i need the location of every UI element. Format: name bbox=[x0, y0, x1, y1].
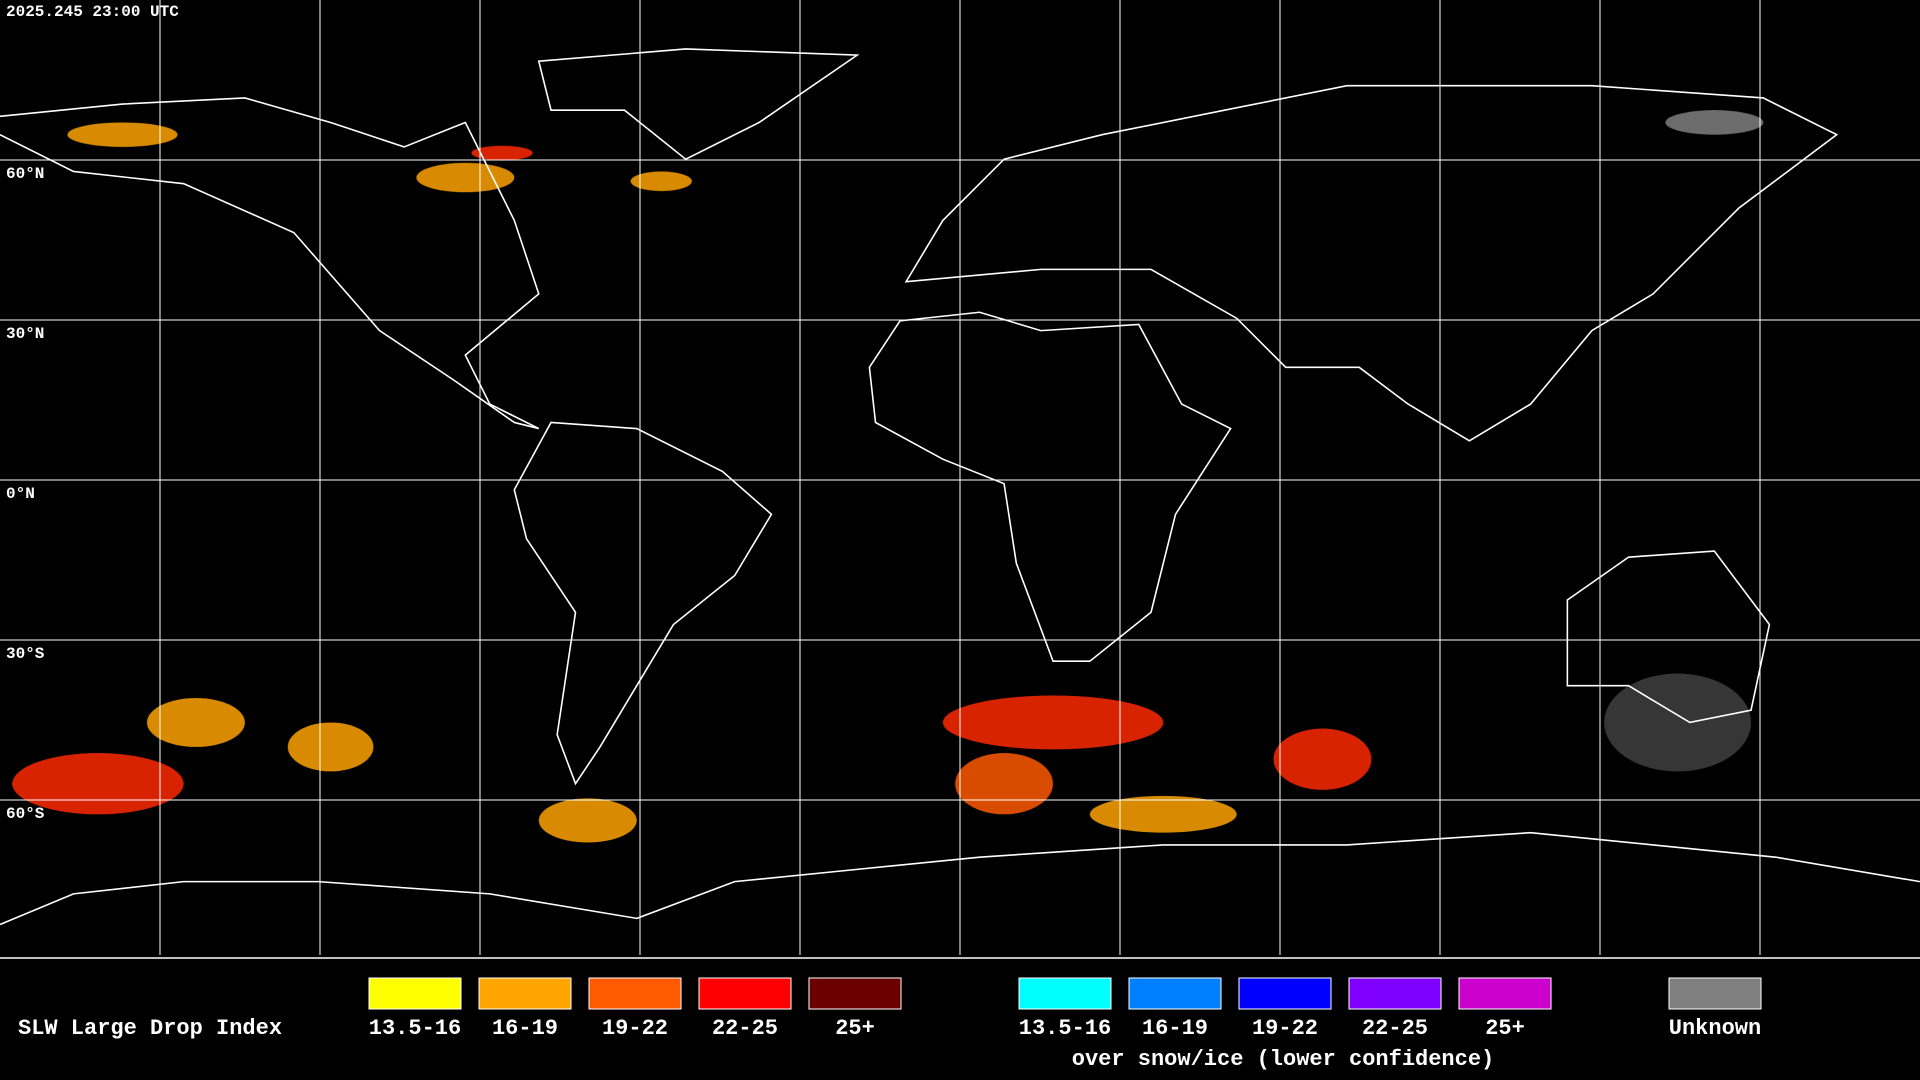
cloud-blob bbox=[12, 753, 184, 815]
legend-swatch bbox=[478, 977, 572, 1010]
legend-label: 25+ bbox=[1485, 1016, 1525, 1041]
legend-label: 16-19 bbox=[492, 1016, 558, 1041]
legend-swatch bbox=[368, 977, 462, 1010]
legend-label: 13.5-16 bbox=[1019, 1016, 1111, 1041]
legend-swatch bbox=[808, 977, 902, 1010]
cloud-blob bbox=[146, 697, 245, 747]
coastline bbox=[513, 421, 773, 786]
coastline bbox=[537, 48, 860, 161]
coastline bbox=[0, 97, 540, 430]
cloud-blob bbox=[538, 798, 637, 843]
cloud-blob bbox=[416, 162, 515, 193]
cloud-blob bbox=[471, 145, 533, 161]
latitude-label: 0°N bbox=[6, 485, 35, 503]
cloud-blob bbox=[287, 722, 374, 772]
latitude-label: 30°N bbox=[6, 325, 44, 343]
cloud-blob bbox=[1273, 728, 1372, 790]
latitude-label: 60°N bbox=[6, 165, 44, 183]
cloud-blob bbox=[630, 171, 692, 192]
legend-label: 25+ bbox=[835, 1016, 875, 1041]
legend-label: Unknown bbox=[1669, 1016, 1761, 1041]
coastline bbox=[868, 311, 1232, 663]
cloud-blob bbox=[1089, 795, 1237, 833]
legend-swatch bbox=[1458, 977, 1552, 1010]
cloud-blob bbox=[942, 695, 1164, 750]
coastline bbox=[1566, 550, 1771, 724]
legend-swatch bbox=[1128, 977, 1222, 1010]
cloud-blob bbox=[1665, 110, 1764, 135]
legend-label: 22-25 bbox=[1362, 1016, 1428, 1041]
cloud-blob bbox=[1604, 673, 1752, 772]
legend-label: 19-22 bbox=[602, 1016, 668, 1041]
coastlines bbox=[0, 48, 1920, 926]
legend-swatch bbox=[1238, 977, 1332, 1010]
latitude-label: 60°S bbox=[6, 805, 45, 823]
timestamp: 2025.245 23:00 UTC bbox=[6, 3, 179, 21]
cloud-blob bbox=[67, 122, 178, 147]
coastline bbox=[904, 84, 1839, 442]
legend-swatch bbox=[698, 977, 792, 1010]
legend-swatch bbox=[588, 977, 682, 1010]
snow-caption: over snow/ice (lower confidence) bbox=[1072, 1047, 1494, 1072]
legend-title: SLW Large Drop Index bbox=[18, 1016, 282, 1041]
legend-label: 13.5-16 bbox=[369, 1016, 461, 1041]
legend-swatch bbox=[1018, 977, 1112, 1010]
cloud-field bbox=[12, 110, 1764, 843]
coastline bbox=[0, 831, 1920, 926]
legend-label: 22-25 bbox=[712, 1016, 778, 1041]
cloud-blob bbox=[955, 753, 1054, 815]
legend-swatch bbox=[1668, 977, 1762, 1010]
legend-label: 19-22 bbox=[1252, 1016, 1318, 1041]
legend-swatch bbox=[1348, 977, 1442, 1010]
legend-label: 16-19 bbox=[1142, 1016, 1208, 1041]
legend: 13.5-16 16-19 19-22 22-25 25+ 13.5-16 16-19 19-… bbox=[368, 977, 1762, 1041]
graticule: 60°N 30°N 0°N 30°S 60°S bbox=[0, 0, 1920, 955]
latitude-label: 30°S bbox=[6, 645, 45, 663]
